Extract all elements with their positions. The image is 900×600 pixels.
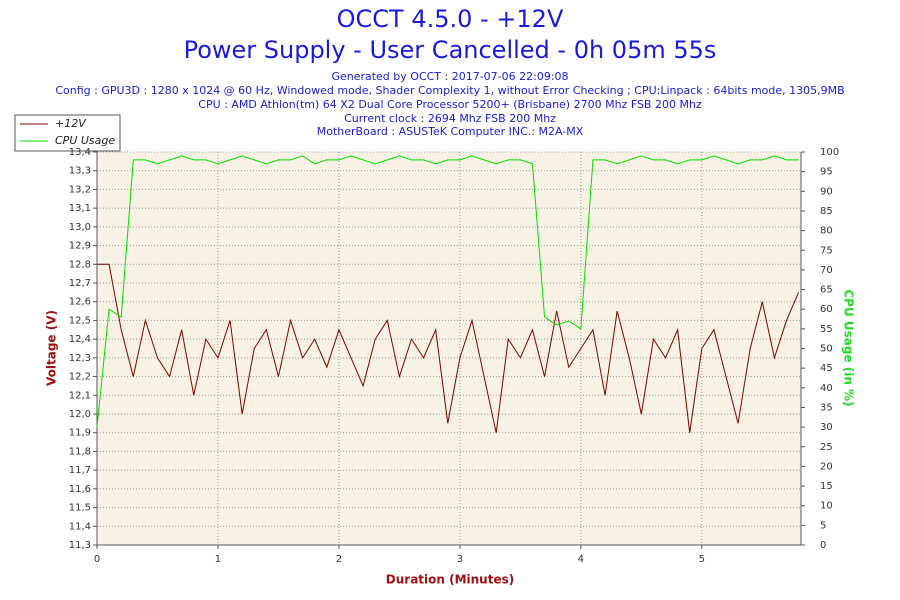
- y-tick-label: 12,7: [69, 278, 91, 289]
- y2-tick-label: 10: [820, 501, 833, 512]
- y2-tick-label: 90: [820, 186, 833, 197]
- y-tick-label: 11,9: [69, 428, 91, 439]
- y2-tick-label: 60: [820, 304, 833, 315]
- y-tick-label: 13,4: [69, 147, 91, 158]
- y2-tick-label: 0: [820, 540, 826, 551]
- y2-tick-label: 85: [820, 206, 833, 217]
- y-tick-label: 12,8: [69, 259, 91, 270]
- y2-tick-label: 30: [820, 422, 833, 433]
- y2-tick-label: 95: [820, 167, 833, 178]
- info-line: Config : GPU3D : 1280 x 1024 @ 60 Hz, Wi…: [55, 84, 844, 97]
- y-tick-label: 12,2: [69, 372, 91, 383]
- y2-tick-label: 40: [820, 383, 833, 394]
- y-tick-label: 12,4: [69, 334, 91, 345]
- y2-tick-label: 5: [820, 520, 826, 531]
- y2-tick-label: 80: [820, 226, 833, 237]
- y2-tick-label: 65: [820, 285, 833, 296]
- y-tick-label: 11,5: [69, 503, 91, 514]
- info-line: Current clock : 2694 Mhz FSB 200 Mhz: [344, 112, 556, 125]
- y-tick-label: 12,0: [69, 409, 91, 420]
- x-tick-label: 4: [578, 554, 584, 565]
- y-tick-label: 13,2: [69, 184, 91, 195]
- y2-tick-label: 20: [820, 461, 833, 472]
- info-line: Generated by OCCT : 2017-07-06 22:09:08: [331, 70, 568, 83]
- y-tick-label: 12,5: [69, 315, 91, 326]
- y-tick-label: 11,3: [69, 540, 91, 551]
- x-tick-label: 3: [457, 554, 463, 565]
- y2-tick-label: 15: [820, 481, 833, 492]
- y-tick-label: 11,6: [69, 484, 91, 495]
- y2-tick-label: 25: [820, 442, 833, 453]
- y2-tick-label: 55: [820, 324, 833, 335]
- info-line: CPU : AMD Athlon(tm) 64 X2 Dual Core Pro…: [198, 98, 702, 111]
- y2-tick-label: 75: [820, 245, 833, 256]
- y-tick-label: 12,3: [69, 353, 91, 364]
- x-tick-label: 5: [699, 554, 705, 565]
- series-line: [96, 155, 799, 428]
- y-tick-label: 12,6: [69, 297, 91, 308]
- y2-axis-label: CPU Usage (in %): [842, 289, 856, 406]
- y-tick-label: 12,1: [69, 390, 91, 401]
- y2-tick-label: 45: [820, 363, 833, 374]
- x-tick-label: 1: [215, 554, 221, 565]
- x-tick-label: 0: [94, 554, 100, 565]
- info-line: MotherBoard : ASUSTeK Computer INC.: M2A…: [317, 125, 584, 138]
- y-tick-label: 12,9: [69, 241, 91, 252]
- series-line: [97, 263, 800, 433]
- y-tick-label: 13,3: [69, 166, 91, 177]
- y-tick-label: 13,0: [69, 222, 91, 233]
- x-axis-label: Duration (Minutes): [386, 573, 514, 587]
- y2-tick-label: 70: [820, 265, 833, 276]
- legend-label: CPU Usage: [55, 134, 115, 147]
- y-tick-label: 13,1: [69, 203, 91, 214]
- y2-tick-label: 35: [820, 402, 833, 413]
- legend-label: +12V: [55, 117, 87, 130]
- y2-tick-label: 100: [820, 147, 839, 158]
- y-tick-label: 11,7: [69, 465, 91, 476]
- legend: [14, 114, 121, 152]
- chart-title: OCCT 4.5.0 - +12V: [337, 5, 564, 33]
- plot-area: [97, 152, 801, 545]
- y-tick-label: 11,8: [69, 446, 91, 457]
- x-tick-label: 2: [336, 554, 342, 565]
- y-axis-label: Voltage (V): [45, 310, 59, 386]
- y-tick-label: 11,4: [69, 521, 91, 532]
- y2-tick-label: 50: [820, 344, 833, 355]
- chart-subtitle: Power Supply - User Cancelled - 0h 05m 5…: [184, 36, 717, 64]
